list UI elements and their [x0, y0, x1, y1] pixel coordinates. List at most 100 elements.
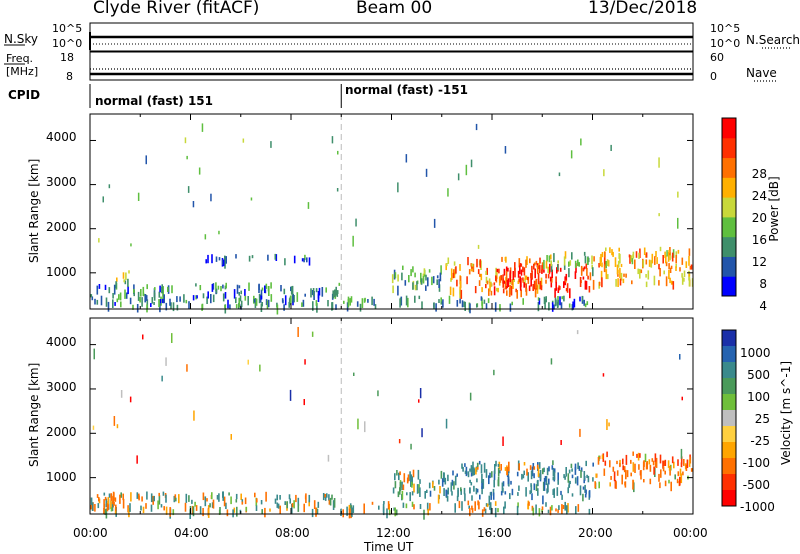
velocity-echo	[228, 492, 230, 496]
velocity-echo	[670, 481, 672, 492]
velocity-echo	[667, 460, 670, 468]
velocity-echo	[585, 460, 587, 467]
power-colorbar-swatch	[722, 177, 736, 198]
velocity-echo	[463, 487, 466, 495]
power-echo	[497, 287, 499, 293]
velocity-echo	[291, 503, 294, 508]
power-echo	[304, 254, 306, 261]
velocity-sparse-echo	[186, 364, 188, 372]
power-echo	[274, 253, 277, 260]
velocity-echo	[537, 479, 539, 487]
velocity-echo	[494, 464, 496, 474]
power-echo	[222, 259, 225, 267]
velocity-echo	[510, 480, 512, 485]
power-echo	[331, 302, 333, 311]
power-cb-tick-20: 20	[751, 211, 767, 225]
power-echo	[288, 298, 291, 304]
power-echo	[645, 259, 648, 265]
velocity-sparse-echo	[377, 390, 379, 397]
power-echo	[293, 255, 296, 264]
power-echo	[288, 301, 290, 308]
power-sparse-echo	[580, 138, 582, 146]
power-echo	[655, 251, 657, 257]
power-sparse-echo	[475, 123, 478, 131]
velocity-echo	[659, 482, 661, 489]
velocity-echo	[293, 500, 295, 509]
velocity-echo	[659, 454, 662, 464]
velocity-echo	[545, 475, 548, 486]
power-echo	[535, 279, 537, 289]
velocity-echo	[162, 491, 165, 496]
power-echo	[336, 290, 339, 297]
velocity-echo	[543, 483, 546, 491]
velocity-colorbar-swatch	[722, 378, 736, 395]
power-sparse-echo	[666, 250, 668, 257]
velocity-echo	[584, 494, 587, 498]
velocity-echo	[409, 471, 411, 481]
velocity-echo	[447, 487, 449, 495]
velocity-echo	[623, 466, 626, 473]
power-echo	[520, 269, 523, 276]
velocity-echo	[458, 500, 461, 509]
power-echo	[603, 264, 606, 273]
power-echo	[565, 288, 568, 292]
power-echo	[551, 302, 554, 312]
velocity-sparse-echo	[579, 428, 581, 437]
power-echo	[583, 299, 585, 306]
power-echo	[648, 259, 651, 267]
velocity-echo	[317, 501, 320, 508]
velocity-echo	[235, 493, 238, 500]
velocity-sparse-echo	[680, 448, 683, 459]
velocity-echo	[567, 473, 570, 483]
velocity-sparse-echo	[560, 440, 562, 445]
power-echo	[451, 275, 453, 280]
velocity-echo	[610, 476, 612, 480]
velocity-echo	[185, 493, 188, 503]
power-echo	[270, 294, 273, 302]
velocity-echo	[619, 463, 621, 468]
velocity-echo	[571, 493, 574, 497]
power-echo	[574, 260, 577, 269]
velocity-echo	[279, 505, 281, 514]
date-title: 13/Dec/2018	[588, 0, 698, 18]
velocity-echo	[547, 509, 550, 514]
power-echo	[460, 289, 463, 299]
velocity-echo	[504, 491, 507, 495]
power-echo	[480, 273, 483, 281]
velocity-echo	[295, 494, 297, 503]
power-echo	[479, 259, 482, 268]
velocity-sparse-echo	[259, 364, 261, 372]
power-echo	[162, 299, 164, 304]
velocity-echo	[552, 460, 554, 465]
power-echo	[531, 265, 533, 272]
velocity-echo	[604, 460, 607, 466]
power-echo	[514, 262, 516, 271]
power-echo	[410, 269, 412, 277]
velocity-echo	[485, 469, 488, 478]
velocity-echo	[557, 509, 559, 513]
power-echo	[486, 280, 489, 285]
power-echo	[315, 300, 318, 306]
power-echo	[554, 288, 556, 298]
power-echo	[171, 285, 173, 294]
velocity-cb-tick-minus100: -100	[742, 456, 770, 470]
power-echo	[453, 261, 456, 266]
power-echo	[118, 294, 120, 300]
velocity-cb-tick-minus25: -25	[750, 434, 770, 448]
velocity-echo	[412, 469, 415, 478]
velocity-echo	[546, 467, 549, 476]
power-echo	[539, 257, 541, 264]
nave-label: Nave	[746, 66, 777, 80]
power-echo	[260, 295, 263, 300]
power-cb-tick-4: 4	[759, 299, 767, 313]
power-echo	[215, 282, 217, 291]
velocity-echo	[429, 503, 431, 511]
power-echo	[206, 296, 208, 304]
velocity-echo	[492, 488, 495, 496]
velocity-echo	[184, 502, 187, 512]
power-echo	[662, 255, 664, 264]
velocity-echo	[674, 474, 676, 480]
power-echo	[301, 258, 304, 262]
power-echo	[605, 247, 607, 251]
power-echo	[270, 282, 272, 289]
